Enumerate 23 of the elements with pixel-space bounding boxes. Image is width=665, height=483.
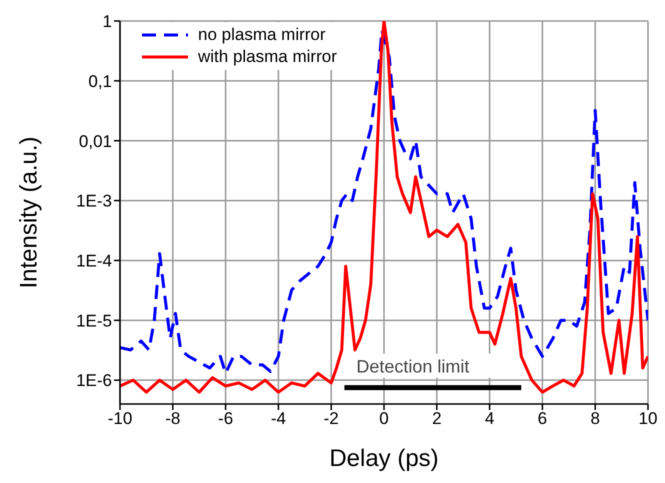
legend-label: no plasma mirror	[198, 24, 326, 46]
x-tick-label: 6	[538, 409, 548, 428]
x-tick-label: 10	[638, 409, 658, 428]
legend-label: with plasma mirror	[198, 46, 337, 68]
x-tick-label: -8	[165, 409, 180, 428]
y-tick-label: 1E-4	[76, 251, 112, 270]
x-tick-label: 2	[432, 409, 442, 428]
x-axis-title: Delay (ps)	[329, 445, 439, 472]
y-tick-label: 1E-5	[76, 311, 112, 330]
x-tick-label: 0	[379, 409, 389, 428]
x-tick-label: -10	[108, 409, 132, 428]
y-tick-label: 1E-6	[76, 371, 112, 390]
x-tick-label: -6	[218, 409, 234, 428]
y-tick-label: 0,1	[88, 72, 112, 91]
x-tick-label: 4	[484, 409, 494, 428]
series-label: Detection limit	[356, 356, 470, 377]
y-axis-title: Intensity (a.u.)	[16, 136, 43, 289]
y-tick-label: 1	[102, 12, 112, 32]
y-tick-label: 1E-3	[76, 192, 112, 211]
x-tick-label: -4	[270, 409, 286, 428]
y-tick-label: 0,01	[78, 132, 112, 151]
x-tick-label: 8	[590, 409, 600, 428]
x-tick-label: -2	[324, 409, 339, 428]
